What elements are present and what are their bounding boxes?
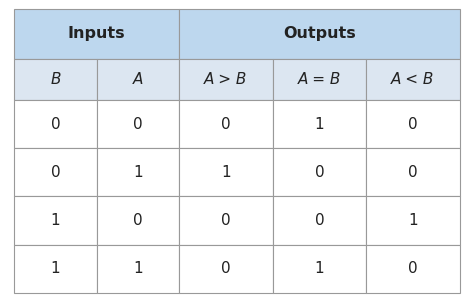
Text: 1: 1 <box>221 165 231 180</box>
Text: Outputs: Outputs <box>283 26 356 41</box>
Bar <box>273 196 366 245</box>
Bar <box>14 148 97 196</box>
Bar <box>179 245 273 293</box>
Bar <box>179 9 460 59</box>
Text: 0: 0 <box>315 213 324 228</box>
Bar <box>97 100 179 148</box>
Bar <box>14 9 179 59</box>
Text: 0: 0 <box>408 261 418 276</box>
Bar <box>273 245 366 293</box>
Bar <box>14 59 97 100</box>
Text: 0: 0 <box>315 165 324 180</box>
Bar <box>14 100 97 148</box>
Bar <box>179 148 273 196</box>
Text: 0: 0 <box>133 213 143 228</box>
Text: Inputs: Inputs <box>68 26 126 41</box>
Bar <box>97 59 179 100</box>
Bar <box>179 196 273 245</box>
Text: 1: 1 <box>51 261 60 276</box>
Bar <box>97 196 179 245</box>
Text: 0: 0 <box>51 165 60 180</box>
Bar <box>366 100 460 148</box>
Text: 0: 0 <box>51 117 60 132</box>
Text: 0: 0 <box>133 117 143 132</box>
Text: 1: 1 <box>51 213 60 228</box>
Text: 1: 1 <box>408 213 418 228</box>
Text: 1: 1 <box>315 261 324 276</box>
Text: 0: 0 <box>221 117 231 132</box>
Text: A: A <box>133 72 143 87</box>
Bar <box>97 148 179 196</box>
Bar <box>179 59 273 100</box>
Bar <box>14 245 97 293</box>
Text: 0: 0 <box>221 213 231 228</box>
Bar <box>273 59 366 100</box>
Text: 1: 1 <box>133 165 143 180</box>
Text: 0: 0 <box>408 117 418 132</box>
Bar <box>97 245 179 293</box>
Text: 1: 1 <box>315 117 324 132</box>
Text: B: B <box>50 72 61 87</box>
Text: A < B: A < B <box>392 72 435 87</box>
Bar <box>273 148 366 196</box>
Bar <box>366 245 460 293</box>
Text: 0: 0 <box>408 165 418 180</box>
Text: A = B: A = B <box>298 72 341 87</box>
Bar <box>366 148 460 196</box>
Text: 0: 0 <box>221 261 231 276</box>
Bar <box>14 196 97 245</box>
Text: A > B: A > B <box>204 72 247 87</box>
Bar <box>179 100 273 148</box>
Text: 1: 1 <box>133 261 143 276</box>
Bar <box>366 59 460 100</box>
Bar <box>273 100 366 148</box>
Bar <box>366 196 460 245</box>
